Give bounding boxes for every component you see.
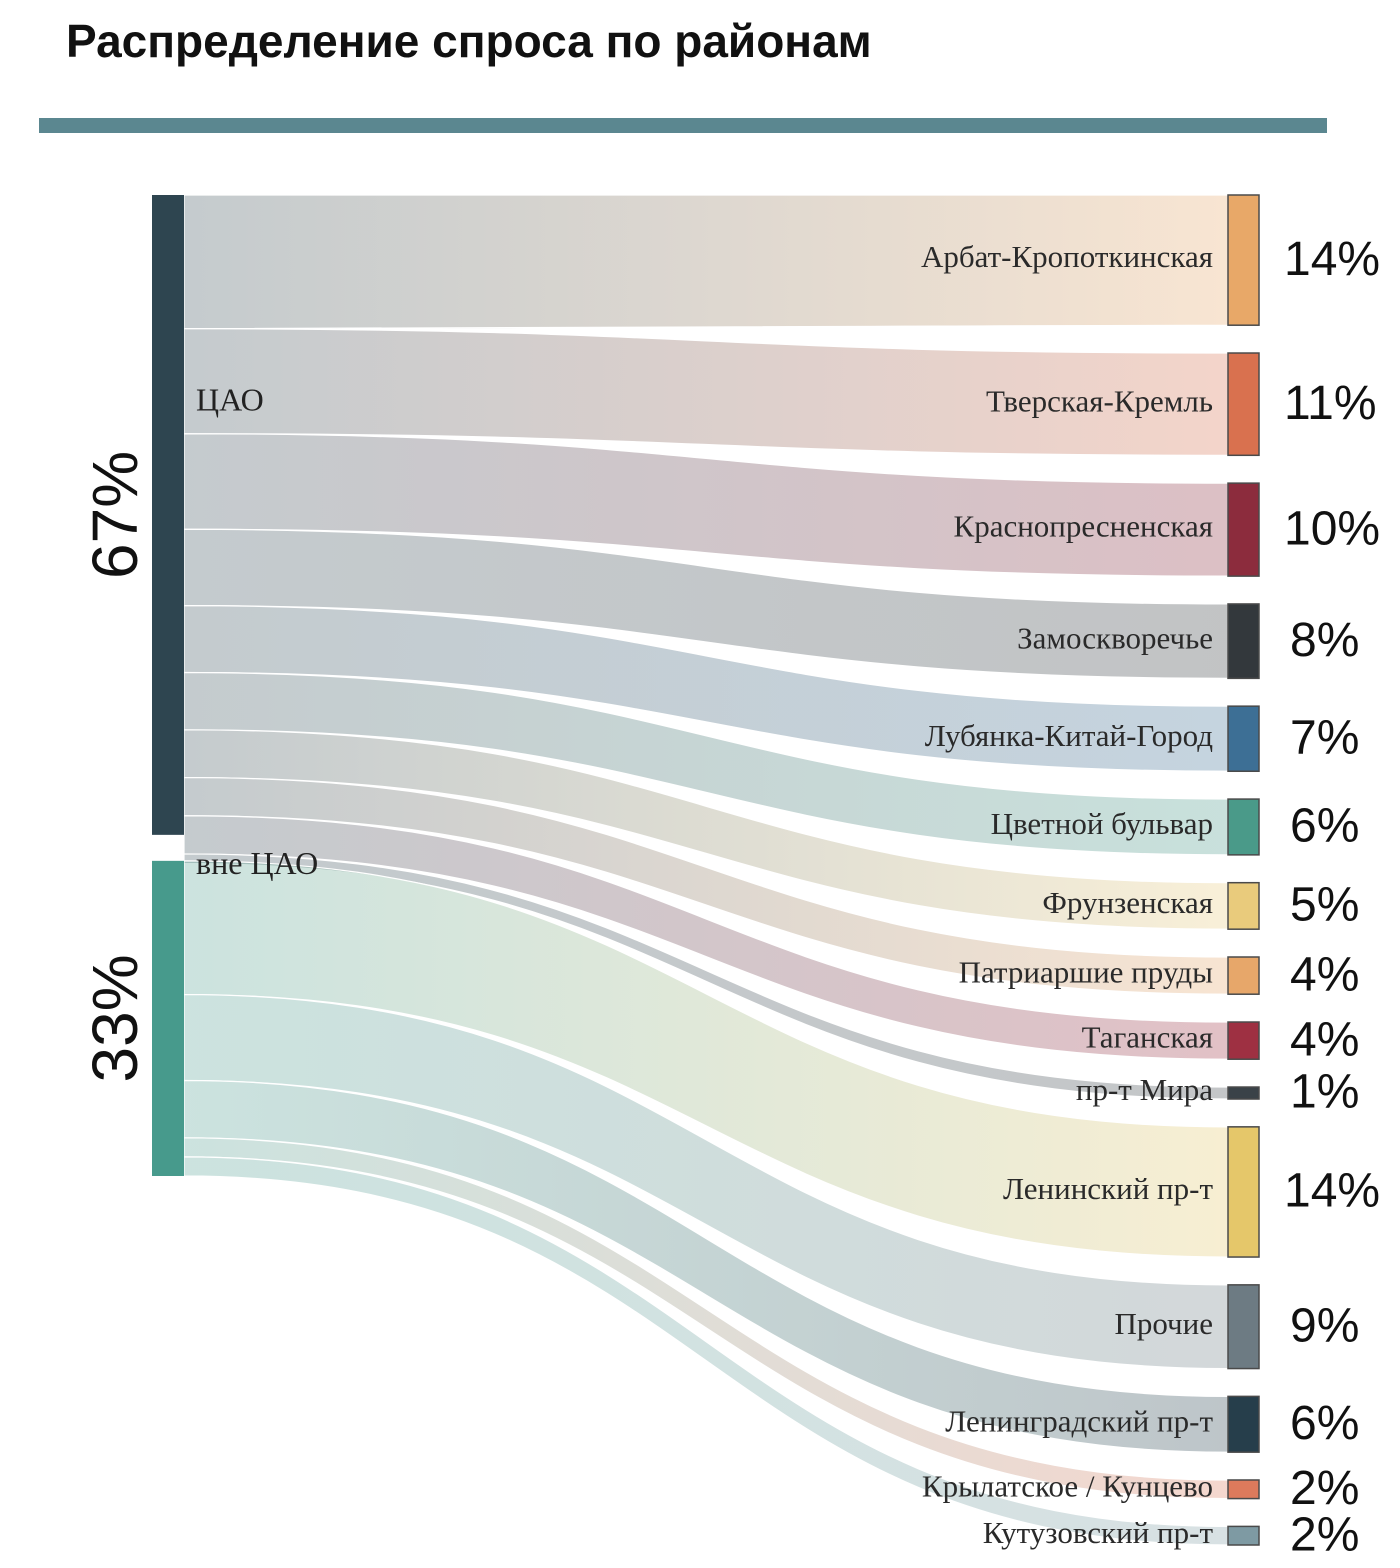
target-node-label: Кутузовский пр-т [983,1515,1214,1550]
target-percent-label: 8% [1290,614,1359,667]
target-node-bar [1227,352,1260,457]
target-percent-label: 1% [1290,1066,1359,1119]
target-percent-label: 7% [1290,711,1359,764]
target-node-label: пр-т Мира [1076,1072,1213,1107]
target-percent-label: 6% [1290,1397,1359,1450]
target-node-label: Цветной бульвар [991,806,1213,841]
source-node-bar [152,860,184,1176]
target-percent-label: 11% [1284,377,1377,430]
target-node-bar [1227,1284,1260,1370]
target-percent-label: 6% [1290,800,1359,853]
target-percent-label: 2% [1290,1508,1359,1561]
target-node-label: Патриаршие пруды [959,955,1214,990]
target-node-label: Арбат-Кропоткинская [921,239,1213,274]
target-node-label: Тверская-Кремль [986,383,1213,418]
target-node-label: Краснопресненская [954,509,1213,544]
target-node-label: Прочие [1114,1306,1213,1341]
target-node-bar [1227,1525,1260,1546]
title-divider [39,118,1327,133]
target-node-bar [1227,482,1260,577]
target-percent-label: 4% [1290,948,1359,1001]
target-percent-label: 14% [1284,233,1380,286]
target-percent-label: 2% [1290,1462,1359,1515]
target-node-label: Лубянка-Китай-Город [925,718,1214,753]
target-node-label: Крылатское / Кунцево [922,1468,1213,1503]
target-node-bar [1227,881,1260,930]
target-node-label: Таганская [1082,1020,1213,1055]
page-title: Распределение спроса по районам [66,15,872,67]
target-node-label: Фрунзенская [1042,885,1213,920]
sankey-labels: ЦАО 67% вне ЦАО 33% Арбат-Кропоткинская 14% Тв… [79,233,1380,1562]
source-percent-label: 33% [79,954,151,1082]
sankey-nodes [152,194,1260,1546]
source-node-label: ЦАО [196,381,264,417]
target-node-label: Ленинградский пр-т [945,1403,1213,1438]
target-node-bar [1227,194,1260,326]
target-percent-label: 5% [1290,879,1359,932]
source-percent-label: 67% [79,451,151,579]
target-node-label: Ленинский пр-т [1003,1171,1214,1206]
target-node-bar [1227,1395,1260,1453]
target-percent-label: 4% [1290,1013,1359,1066]
target-percent-label: 10% [1284,502,1380,555]
target-node-label: Замоскворечье [1017,620,1213,655]
target-node-bar [1227,1021,1260,1060]
source-node-bar [152,195,184,835]
target-node-bar [1227,1479,1260,1500]
target-node-bar [1227,1126,1260,1258]
target-node-bar [1227,705,1260,773]
target-node-bar [1227,798,1260,856]
target-percent-label: 14% [1284,1165,1380,1218]
target-node-bar [1227,603,1260,680]
target-node-bar [1227,956,1260,995]
target-percent-label: 9% [1290,1299,1359,1352]
target-node-bar [1227,1086,1260,1100]
sankey-links [183,194,1229,1546]
source-node-label: вне ЦАО [196,845,318,881]
